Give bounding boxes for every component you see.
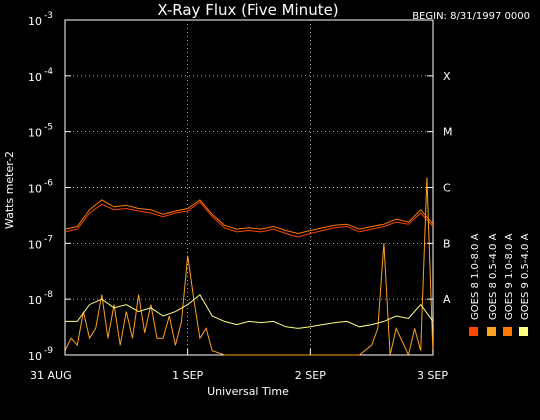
flare-class-label: C bbox=[443, 182, 451, 195]
legend-label: GOES 8 1.0-8.0 A bbox=[470, 233, 481, 320]
y-tick-label: 10 bbox=[28, 294, 42, 307]
series-line-3 bbox=[65, 293, 434, 329]
y-tick-exponent: -5 bbox=[44, 123, 53, 133]
legend: GOES 8 1.0-8.0 A GOES 8 0.5-4.0 A GOES 9 1… bbox=[469, 233, 531, 336]
flare-class-label: A bbox=[443, 293, 451, 306]
legend-swatch bbox=[519, 327, 528, 336]
legend-swatch bbox=[503, 327, 512, 336]
y-tick-exponent: -7 bbox=[44, 234, 53, 244]
legend-label: GOES 9 1.0-8.0 A bbox=[504, 233, 515, 320]
chart-title: X-Ray Flux (Five Minute) bbox=[157, 1, 338, 19]
begin-label: BEGIN: 8/31/1997 0000 bbox=[412, 11, 530, 22]
y-tick-label: 10 bbox=[28, 15, 42, 28]
grid-lines bbox=[65, 20, 433, 355]
series-lines bbox=[64, 177, 434, 357]
flare-class-label: X bbox=[443, 70, 451, 83]
series-line-2 bbox=[64, 199, 434, 235]
legend-label: GOES 9 0.5-4.0 A bbox=[520, 233, 531, 320]
legend-swatch bbox=[469, 327, 478, 336]
x-tick-label: 31 AUG bbox=[30, 369, 72, 382]
y-tick-label: 10 bbox=[28, 183, 42, 196]
y-tick-label: 10 bbox=[28, 127, 42, 140]
y-tick-exponent: -8 bbox=[44, 290, 53, 300]
legend-label: GOES 8 0.5-4.0 A bbox=[488, 233, 499, 320]
y-tick-label: 10 bbox=[28, 238, 42, 251]
y-tick-label: 10 bbox=[28, 350, 42, 363]
y-tick-label: 10 bbox=[28, 71, 42, 84]
x-tick-label: 2 SEP bbox=[295, 369, 326, 382]
y-axis-label: Watts meter-2 bbox=[3, 151, 16, 229]
y-tick-labels: 10-310-410-510-610-710-810-9 bbox=[28, 11, 433, 363]
y-tick-exponent: -6 bbox=[44, 179, 53, 189]
flare-class-label: M bbox=[443, 126, 453, 139]
y-tick-exponent: -3 bbox=[44, 11, 53, 21]
x-tick-label: 3 SEP bbox=[417, 369, 448, 382]
series-line-1 bbox=[64, 177, 434, 357]
series-line-0 bbox=[64, 201, 434, 238]
y-tick-exponent: -9 bbox=[44, 346, 53, 356]
legend-swatch bbox=[487, 327, 496, 336]
x-tick-label: 1 SEP bbox=[172, 369, 203, 382]
flare-class-labels: X M C B A bbox=[443, 70, 453, 306]
y-tick-exponent: -4 bbox=[44, 67, 53, 77]
flare-class-label: B bbox=[443, 237, 451, 250]
x-tick-labels: 31 AUG 1 SEP 2 SEP 3 SEP bbox=[30, 349, 448, 382]
x-axis-label: Universal Time bbox=[207, 385, 289, 398]
